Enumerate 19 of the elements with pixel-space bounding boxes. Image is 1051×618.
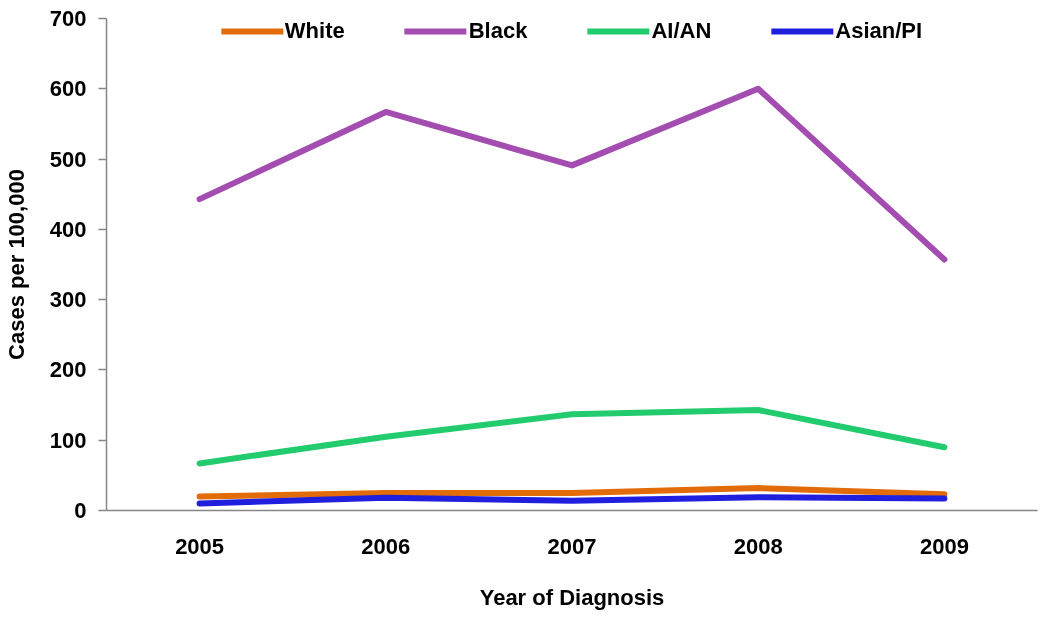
y-axis-title: Cases per 100,000 xyxy=(3,169,29,360)
y-tick-label: 100 xyxy=(49,427,87,453)
y-tick-label: 300 xyxy=(49,287,87,313)
y-tick-label: 500 xyxy=(49,146,87,172)
y-tick-label: 200 xyxy=(49,357,87,383)
x-axis-title: Year of Diagnosis xyxy=(479,584,665,610)
y-tick-label: 600 xyxy=(49,76,87,102)
legend-label: AI/AN xyxy=(651,18,712,44)
legend-label: White xyxy=(284,18,345,44)
y-tick-label: 700 xyxy=(49,6,87,31)
y-tick-label: 400 xyxy=(49,216,87,242)
y-tick-label: 0 xyxy=(74,498,87,523)
x-tick-label: 2009 xyxy=(919,533,969,559)
legend-label: Asian/PI xyxy=(835,18,923,44)
x-tick-label: 2008 xyxy=(733,533,783,559)
x-tick-label: 2005 xyxy=(175,533,225,559)
x-tick-label: 2006 xyxy=(361,533,411,559)
legend-label: Black xyxy=(468,18,528,44)
x-tick-label: 2007 xyxy=(547,533,597,559)
